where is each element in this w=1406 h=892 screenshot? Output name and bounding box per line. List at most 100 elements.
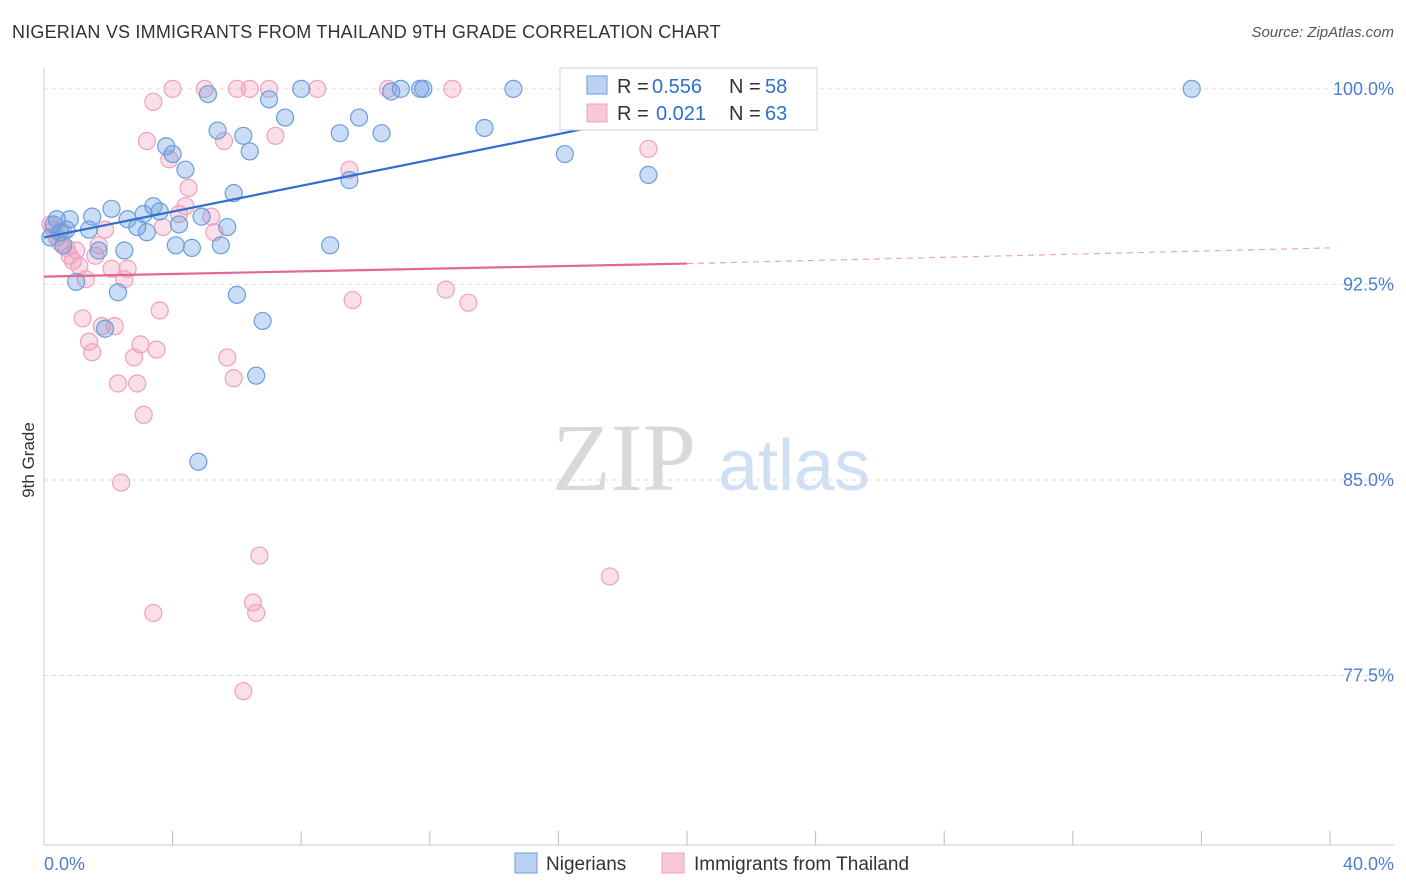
nigerian-points: [41, 79, 1201, 471]
nigerians-point-38: [253, 311, 272, 331]
thailand-point-10: [73, 309, 92, 328]
series-legend-nigerians: Nigerians: [546, 854, 626, 875]
watermark: ZIP atlas: [552, 404, 870, 511]
nigerians-point-53: [555, 144, 574, 164]
nigerians-point-43: [330, 124, 349, 143]
thailand-point-57: [443, 79, 462, 98]
nigerians-point-29: [198, 84, 218, 104]
thailand-point-25: [128, 374, 147, 393]
nigerians-point-52: [504, 79, 523, 98]
thailand-point-62: [144, 603, 163, 623]
nigerians-point-50: [414, 79, 433, 98]
thailand-point-46: [240, 79, 259, 98]
nigerians-point-28: [189, 452, 208, 471]
thailand-point-36: [176, 197, 195, 216]
thailand-trend-line: [43, 262, 688, 278]
thailand-point-44: [227, 79, 246, 98]
y-tick-label-3: 77.5%: [1343, 666, 1394, 686]
axes: [43, 68, 1394, 846]
y-tick-label-2: 85.0%: [1343, 470, 1394, 490]
nigerians-point-46: [372, 124, 391, 143]
chart-title: NIGERIAN VS IMMIGRANTS FROM THAILAND 9TH…: [12, 22, 721, 42]
nigerians-point-14: [115, 241, 134, 260]
nigerians-point-23: [166, 236, 185, 255]
nigerians-point-32: [218, 217, 237, 237]
nigerians-point-27: [192, 207, 211, 226]
series-legend: Nigerians Immigrants from Thailand: [514, 852, 909, 875]
thailand-point-28: [137, 131, 156, 151]
nigerians-point-18: [137, 223, 156, 242]
thailand-trend-line-extension: [686, 247, 1331, 265]
thailand-point-14: [86, 246, 105, 265]
y-tick-label-0: 100.0%: [1333, 79, 1394, 99]
thailand-point-38: [195, 79, 214, 98]
thailand-point-51: [266, 126, 285, 145]
nigerians-point-25: [176, 160, 195, 179]
nigerians-point-42: [321, 236, 340, 255]
nigerians-point-56: [639, 165, 658, 185]
thailand-point-55: [378, 79, 398, 98]
nigerians-point-13: [108, 283, 128, 302]
nigerians-point-35: [234, 126, 253, 145]
thailand-point-31: [150, 301, 169, 320]
nigerians-point-34: [227, 285, 246, 304]
thailand-point-48: [247, 603, 266, 623]
x-tick-labels: 0.0% 40.0%: [44, 854, 1394, 874]
nigerians-point-37: [247, 366, 266, 385]
nigerians-point-51: [475, 118, 494, 138]
series-legend-swatch-thailand: [661, 852, 685, 874]
nigerians-point-7: [67, 272, 86, 291]
legend-swatch-thailand: [586, 103, 608, 123]
thailand-point-23: [118, 259, 137, 278]
thailand-point-13: [83, 343, 102, 362]
nigerians-point-45: [349, 108, 369, 127]
thailand-point-53: [340, 160, 359, 179]
thailand-point-52: [308, 79, 327, 98]
y-tick-label-1: 92.5%: [1343, 274, 1394, 294]
thailand-point-37: [179, 178, 198, 198]
nigerians-point-36: [240, 142, 259, 161]
thailand-point-16: [92, 317, 111, 336]
nigerians-point-10: [89, 241, 108, 260]
nigerians-point-22: [163, 144, 182, 164]
thailand-point-18: [102, 259, 121, 278]
nigerians-point-12: [102, 199, 121, 218]
y-tick-labels: 100.0% 92.5% 85.0% 77.5%: [1333, 79, 1394, 686]
thailand-point-42: [218, 348, 237, 367]
series-legend-thailand: Immigrants from Thailand: [694, 854, 909, 875]
legend-r-label-1: R =: [617, 76, 649, 98]
watermark-zip: ZIP: [552, 404, 696, 511]
nigerians-point-20: [150, 202, 169, 221]
nigerians-point-6: [60, 210, 79, 229]
legend-r-value-2: 0.021: [656, 103, 706, 125]
thailand-point-61: [639, 139, 658, 158]
thailand-point-47: [243, 593, 263, 612]
series-legend-swatch-nigerians: [514, 852, 538, 874]
thailand-point-32: [153, 217, 173, 237]
legend-n-label-2: N =: [729, 103, 761, 125]
x-tick-label-0: 0.0%: [44, 854, 85, 874]
legend-r-label-2: R =: [617, 103, 649, 125]
thailand-point-27: [134, 405, 153, 424]
legend-n-value-2: 63: [765, 103, 787, 125]
nigerians-point-31: [211, 236, 230, 255]
nigerians-point-48: [391, 79, 410, 98]
thailand-point-21: [112, 473, 131, 492]
thailand-point-26: [131, 335, 150, 354]
thailand-point-50: [259, 79, 279, 98]
stats-legend: R = 0.556 N = 58 R = 0.021 N = 63: [559, 67, 818, 131]
grid-lines: [44, 88, 1394, 677]
nigerians-point-41: [292, 79, 311, 98]
nigerians-point-11: [95, 319, 115, 338]
thailand-point-41: [214, 131, 234, 151]
nigerians-point-9: [83, 207, 102, 226]
nigerians-point-57: [1182, 79, 1201, 98]
thailand-point-15: [89, 236, 108, 255]
nigerians-point-24: [169, 215, 189, 234]
legend-swatch-nigerians: [586, 75, 608, 95]
thailand-point-45: [234, 682, 253, 701]
thailand-point-49: [250, 546, 269, 565]
thailand-point-59: [600, 567, 619, 586]
